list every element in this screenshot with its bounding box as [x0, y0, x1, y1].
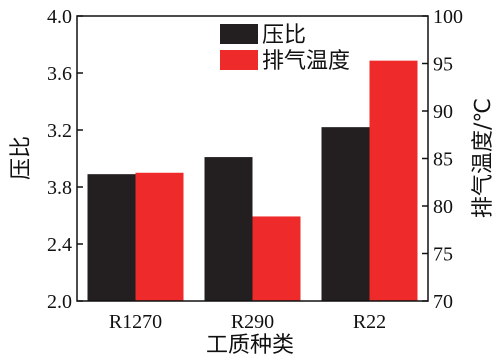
bar-right-R22 [369, 60, 418, 302]
bar-right-R290 [252, 216, 301, 301]
right-tick-label: 100 [433, 6, 463, 28]
bar-right-R1270 [135, 172, 184, 301]
left-axis-title: 压比 [9, 136, 34, 180]
x-axis-ticks: R1270 R290 R22 [109, 311, 386, 333]
right-axis-title: 排气温度/℃ [471, 98, 496, 218]
right-tick-label: 90 [433, 101, 453, 123]
right-tick-label: 70 [433, 291, 453, 313]
right-tick-label: 95 [433, 54, 453, 76]
bar-left-R22 [321, 127, 370, 302]
left-tick-label: 3.6 [47, 63, 72, 85]
right-tick-label: 75 [433, 244, 453, 266]
x-tick-label: R1270 [109, 311, 162, 333]
bars [87, 60, 418, 302]
x-axis-title: 工质种类 [206, 333, 294, 358]
legend-swatch [220, 24, 258, 44]
bar-left-R290 [204, 157, 253, 301]
left-tick-label: 3.8 [47, 177, 72, 199]
left-tick-label: 4.0 [47, 6, 72, 28]
left-tick-label: 2.4 [47, 234, 72, 256]
x-tick-label: R22 [353, 311, 386, 333]
left-tick-label: 2.0 [47, 291, 72, 313]
legend-label: 压比 [262, 23, 306, 48]
right-tick-label: 85 [433, 149, 453, 171]
legend-swatch [220, 50, 258, 70]
right-tick-label: 80 [433, 196, 453, 218]
plot-frame [76, 15, 429, 302]
left-axis-ticks: 2.0 2.4 3.8 3.2 3.6 4.0 [47, 6, 83, 313]
x-tick-label: R290 [231, 311, 274, 333]
left-tick-label: 3.2 [47, 120, 72, 142]
right-axis-ticks: 70 75 80 85 90 95 100 [422, 6, 463, 313]
legend-label: 排气温度 [262, 49, 350, 74]
bar-left-R1270 [87, 174, 136, 301]
